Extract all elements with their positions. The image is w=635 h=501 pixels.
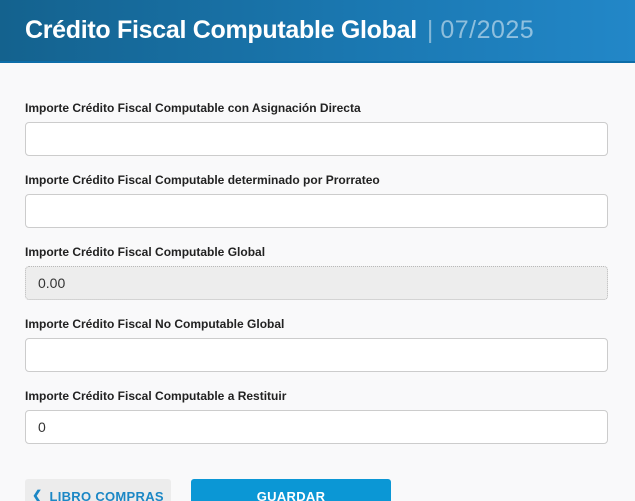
field-group-restituir: Importe Crédito Fiscal Computable a Rest… (25, 389, 608, 444)
page-title: Crédito Fiscal Computable Global (25, 16, 417, 44)
label-asignacion-directa: Importe Crédito Fiscal Computable con As… (25, 101, 361, 115)
chevron-left-icon: ❮ (32, 488, 43, 501)
field-group-asignacion-directa: Importe Crédito Fiscal Computable con As… (25, 101, 608, 156)
field-group-computable-global: Importe Crédito Fiscal Computable Global (25, 245, 608, 300)
guardar-label: GUARDAR (256, 488, 326, 501)
title-separator: | (426, 16, 434, 44)
libro-compras-button[interactable]: ❮ LIBRO COMPRAS (25, 479, 171, 501)
label-restituir: Importe Crédito Fiscal Computable a Rest… (25, 389, 287, 403)
libro-compras-label: LIBRO COMPRAS (49, 488, 164, 501)
label-computable-global: Importe Crédito Fiscal Computable Global (25, 245, 266, 259)
period-label: 07/2025 (440, 16, 535, 44)
footer-actions: ❮ LIBRO COMPRAS GUARDAR (0, 461, 635, 501)
label-prorrateo: Importe Crédito Fiscal Computable determ… (25, 173, 380, 187)
input-prorrateo[interactable] (25, 194, 608, 228)
credit-form: Importe Crédito Fiscal Computable con As… (0, 63, 635, 444)
field-group-no-computable-global: Importe Crédito Fiscal No Computable Glo… (25, 317, 608, 372)
field-group-prorrateo: Importe Crédito Fiscal Computable determ… (25, 173, 608, 228)
guardar-button[interactable]: GUARDAR (191, 479, 391, 501)
input-computable-global (25, 266, 608, 300)
page-header: Crédito Fiscal Computable Global | 07/20… (0, 0, 635, 63)
input-restituir[interactable] (25, 410, 608, 444)
label-no-computable-global: Importe Crédito Fiscal No Computable Glo… (25, 317, 285, 331)
input-no-computable-global[interactable] (25, 338, 608, 372)
input-asignacion-directa[interactable] (25, 122, 608, 156)
